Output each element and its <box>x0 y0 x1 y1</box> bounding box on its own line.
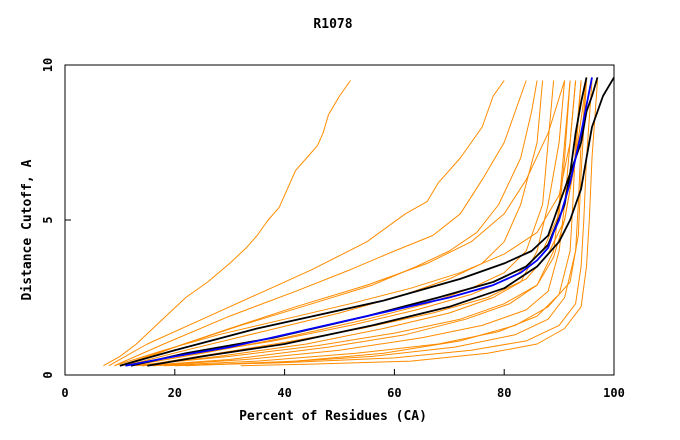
series-line-orange <box>125 80 544 367</box>
series-line-orange <box>114 80 577 367</box>
y-tick-label: 0 <box>41 371 55 378</box>
series-line-blue <box>125 77 593 367</box>
x-tick-label: 40 <box>277 386 291 400</box>
series-line-orange <box>136 80 566 367</box>
series-line-orange <box>141 80 571 367</box>
series-line-orange <box>114 80 527 367</box>
series-line-orange <box>125 80 566 367</box>
series-line-orange <box>240 80 598 367</box>
x-tick-label: 60 <box>387 386 401 400</box>
series-line-orange <box>141 80 587 367</box>
series-layer <box>103 76 615 367</box>
series-line-black <box>119 77 599 367</box>
y-axis-label: Distance Cutoff, A <box>20 159 35 300</box>
y-tick-label: 5 <box>41 216 55 223</box>
x-tick-label: 80 <box>497 386 511 400</box>
series-line-orange <box>185 80 587 367</box>
x-axis-label: Percent of Residues (CA) <box>239 409 427 424</box>
series-line-orange <box>152 80 582 367</box>
chart-title: R1078 <box>313 17 352 32</box>
y-tick-label: 10 <box>41 58 55 72</box>
series-line-orange <box>119 80 538 367</box>
series-line-orange <box>119 80 571 367</box>
series-line-black <box>147 76 615 367</box>
series-line-orange <box>130 80 582 367</box>
x-tick-label: 20 <box>168 386 182 400</box>
series-line-orange <box>103 80 351 367</box>
series-line-orange <box>163 80 587 367</box>
series-line-orange <box>108 80 505 367</box>
series-line-orange <box>174 80 593 367</box>
axis-ticks: 0 20 40 60 80 100 0 5 10 <box>41 58 625 400</box>
series-line-black <box>130 77 588 367</box>
x-tick-label: 0 <box>61 386 68 400</box>
x-tick-label: 100 <box>603 386 625 400</box>
